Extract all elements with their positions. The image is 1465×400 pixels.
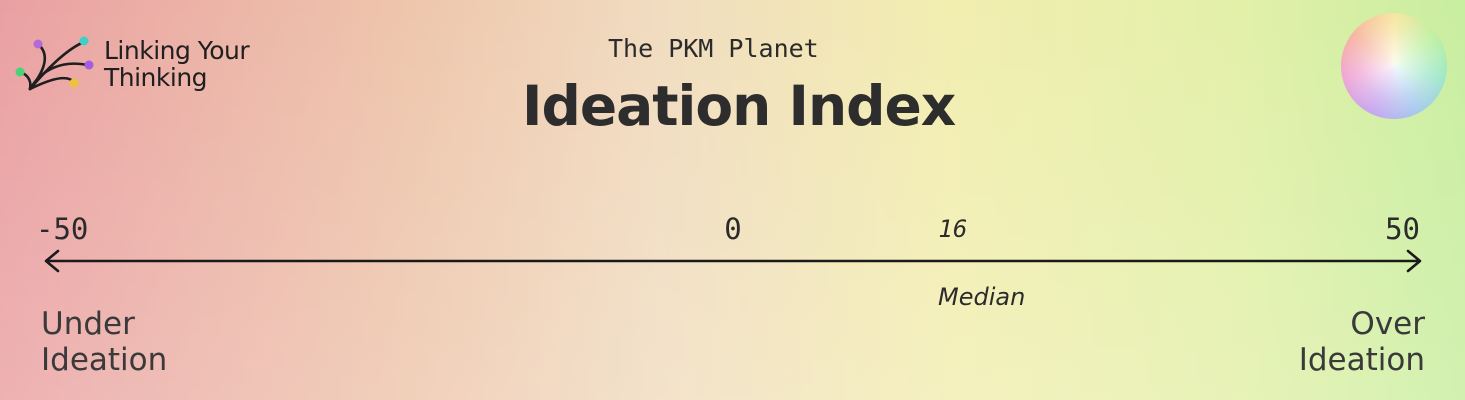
page-title: Ideation Index xyxy=(522,74,956,138)
tick-label-max: 50 xyxy=(1385,212,1420,246)
over-ideation-line-1: Over xyxy=(1350,306,1425,342)
logo-burst-icon xyxy=(15,36,94,91)
under-ideation-line-1: Under xyxy=(41,306,135,342)
under-ideation-label: Under Ideation xyxy=(41,306,167,378)
color-orb xyxy=(1341,13,1447,119)
tick-label-zero: 0 xyxy=(724,212,742,246)
brand-name: Linking Your Thinking xyxy=(104,36,250,92)
subtitle: The PKM Planet xyxy=(608,34,819,63)
over-ideation-line-2: Ideation xyxy=(1298,342,1425,378)
tick-label-min: -50 xyxy=(36,212,89,246)
under-ideation-line-2: Ideation xyxy=(41,342,168,378)
median-caption: Median xyxy=(938,283,1026,311)
brand-logo[interactable]: Linking Your Thinking xyxy=(12,34,292,104)
scale-axis xyxy=(44,249,1422,273)
axis-arrow-left-icon xyxy=(44,249,60,273)
axis-arrow-right-icon xyxy=(1406,249,1422,273)
median-value: 16 xyxy=(938,215,968,243)
over-ideation-label: Over Ideation xyxy=(1299,306,1425,378)
brand-line-2: Thinking xyxy=(104,63,208,92)
brand-line-1: Linking Your xyxy=(104,36,250,65)
